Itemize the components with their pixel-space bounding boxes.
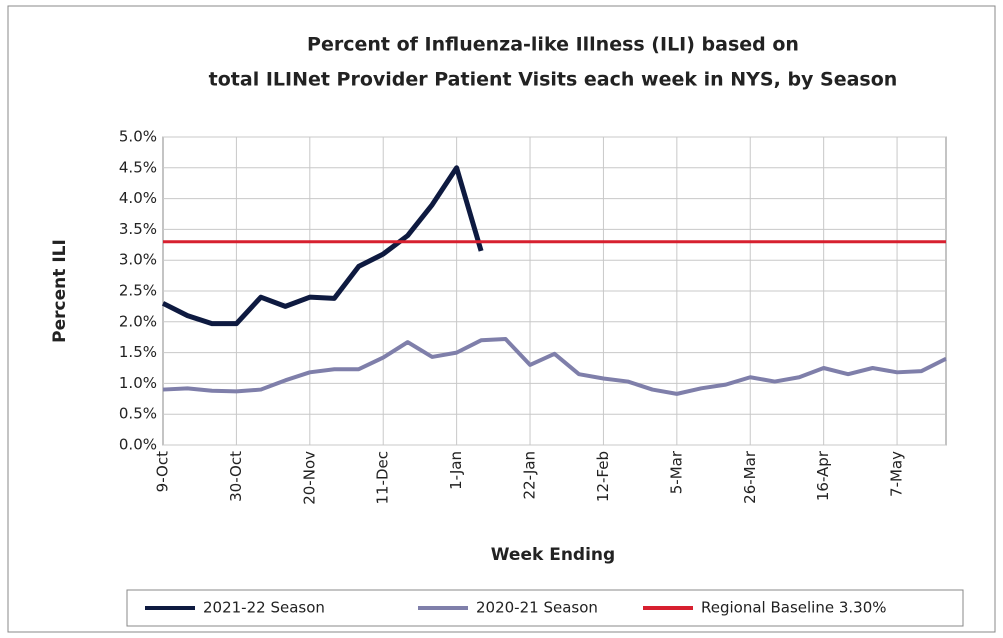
x-tick-label: 22-Jan	[521, 451, 539, 499]
y-tick-label: 3.5%	[119, 220, 157, 238]
series-line	[162, 337, 947, 396]
y-tick-label: 0.0%	[119, 436, 157, 454]
x-tick-label: 11-Dec	[374, 451, 392, 505]
legend-label: 2021-22 Season	[203, 599, 325, 617]
y-tick-label: 4.0%	[119, 189, 157, 207]
x-tick-label: 5-Mar	[667, 450, 685, 494]
y-tick-label: 2.5%	[119, 282, 157, 300]
x-tick-label: 20-Nov	[300, 451, 318, 505]
y-tick-label: 5.0%	[119, 128, 157, 146]
x-tick-label: 26-Mar	[741, 450, 759, 504]
legend-label: Regional Baseline 3.30%	[701, 599, 887, 617]
y-tick-label: 4.5%	[119, 158, 157, 176]
x-tick-label: 9-Oct	[154, 451, 172, 492]
x-tick-label: 16-Apr	[814, 450, 832, 501]
x-tick-label: 30-Oct	[227, 451, 245, 502]
y-tick-label: 2.0%	[119, 312, 157, 330]
y-tick-label: 0.5%	[119, 405, 157, 423]
y-tick-label: 1.0%	[119, 374, 157, 392]
y-axis-title: Percent ILI	[50, 239, 70, 343]
x-tick-label: 7-May	[888, 451, 906, 497]
legend-label: 2020-21 Season	[476, 599, 598, 617]
x-tick-label: 12-Feb	[594, 451, 612, 502]
legend	[126, 589, 964, 627]
series-line	[161, 165, 484, 327]
x-tick-label: 1-Jan	[447, 451, 465, 490]
y-tick-label: 3.0%	[119, 251, 157, 269]
chart-title: Percent of Influenza-like Illness (ILI) …	[307, 34, 799, 56]
y-tick-label: 1.5%	[119, 343, 157, 361]
x-axis-title: Week Ending	[491, 545, 615, 565]
chart-title: total ILINet Provider Patient Visits eac…	[209, 69, 898, 91]
